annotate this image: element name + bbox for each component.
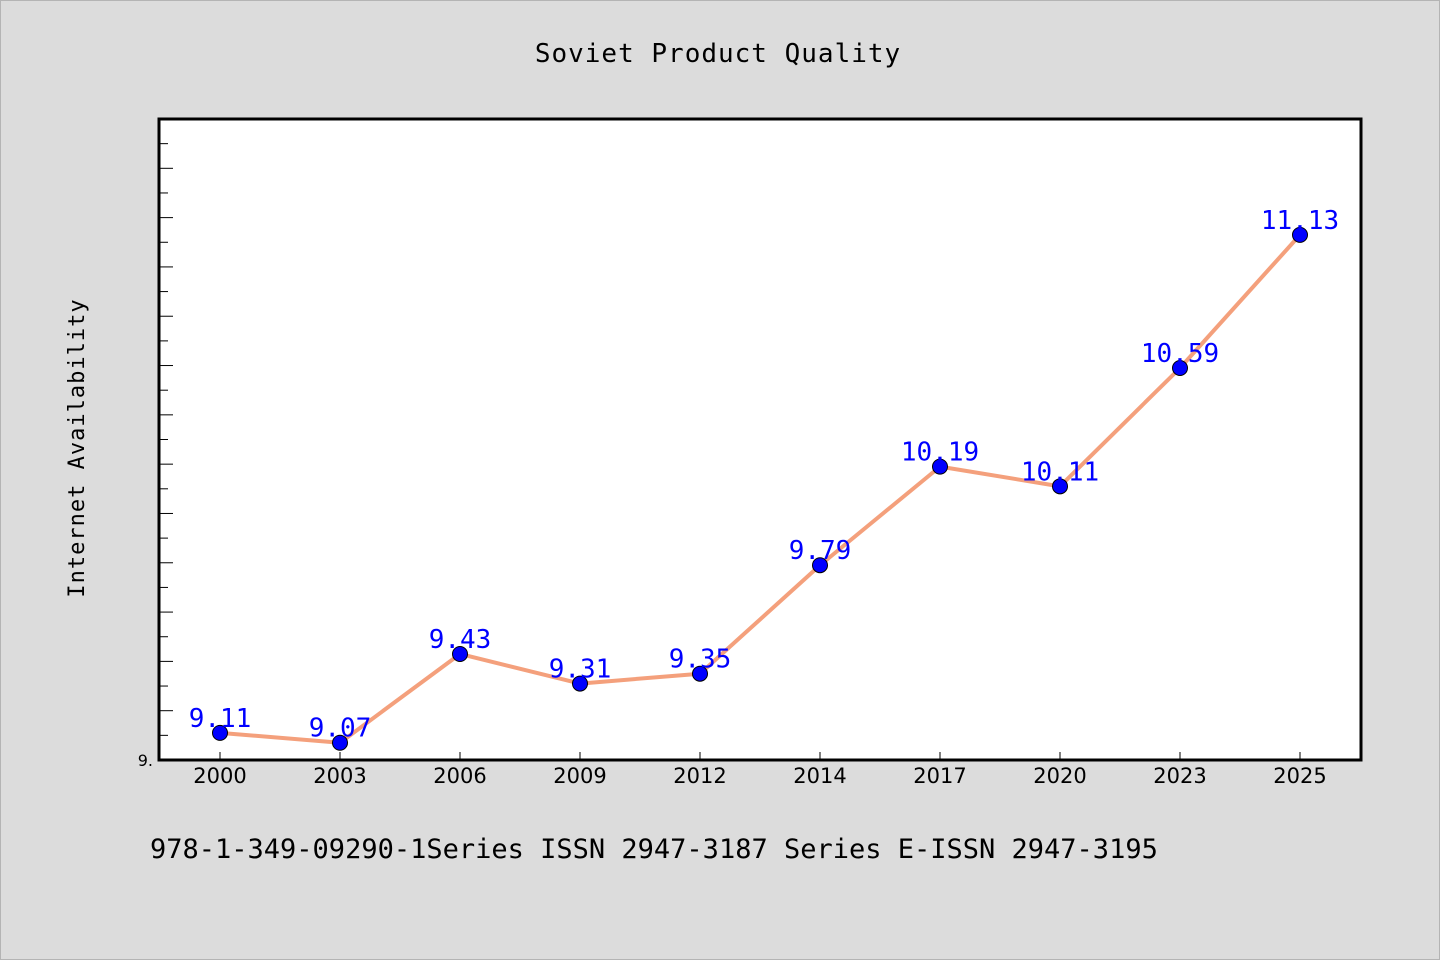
y-axis-label: Internet Availability xyxy=(65,298,90,597)
data-point-marker xyxy=(1292,226,1308,243)
data-point-marker xyxy=(572,675,588,692)
data-label: 9.07 xyxy=(309,714,372,744)
x-tick-label: 2014 xyxy=(793,764,846,788)
x-tick-label: 2012 xyxy=(673,764,726,788)
data-label: 9.43 xyxy=(429,625,492,655)
data-point-marker xyxy=(692,665,708,682)
series-line xyxy=(219,233,1302,745)
data-point-marker xyxy=(812,557,828,574)
data-label: 11.13 xyxy=(1261,206,1339,236)
x-tick-label: 2000 xyxy=(193,764,246,788)
data-point-marker xyxy=(452,645,468,662)
data-point-marker xyxy=(332,734,348,751)
data-label: 9.79 xyxy=(789,536,852,566)
x-tick-label: 2009 xyxy=(553,764,606,788)
chart-title: Soviet Product Quality xyxy=(535,39,901,69)
data-label: 9.31 xyxy=(549,655,612,685)
y-axis-ticks: 9. xyxy=(138,143,173,770)
x-tick-label: 2023 xyxy=(1153,764,1206,788)
x-tick-label: 2025 xyxy=(1273,764,1326,788)
data-point-marker xyxy=(1172,360,1188,377)
footer-isbn-text: 978-1-349-09290-1Series ISSN 2947-3187 S… xyxy=(150,834,1158,865)
x-tick-label: 2003 xyxy=(313,764,366,788)
data-point-marker xyxy=(932,458,948,475)
data-label: 10.11 xyxy=(1021,457,1099,487)
data-point-marker xyxy=(1052,478,1068,495)
data-label: 9.35 xyxy=(669,645,732,675)
series-layer: 9.11 9.07 9.43 9.31 9.35 9.79 10.19 10.11 10.59 1… xyxy=(189,206,1339,751)
y-tick-label: 9. xyxy=(138,751,153,770)
x-tick-label: 2006 xyxy=(433,764,486,788)
x-tick-label: 2017 xyxy=(913,764,966,788)
plot-area xyxy=(157,117,1363,762)
data-label: 10.19 xyxy=(901,438,979,468)
data-label: 10.59 xyxy=(1141,339,1219,369)
x-tick-label: 2020 xyxy=(1033,764,1086,788)
data-point-marker xyxy=(212,724,228,741)
x-axis-ticks: 2000 2003 2006 2009 2012 2014 2017 2020 2023 2025 xyxy=(193,752,1327,788)
data-label: 9.11 xyxy=(189,704,252,734)
